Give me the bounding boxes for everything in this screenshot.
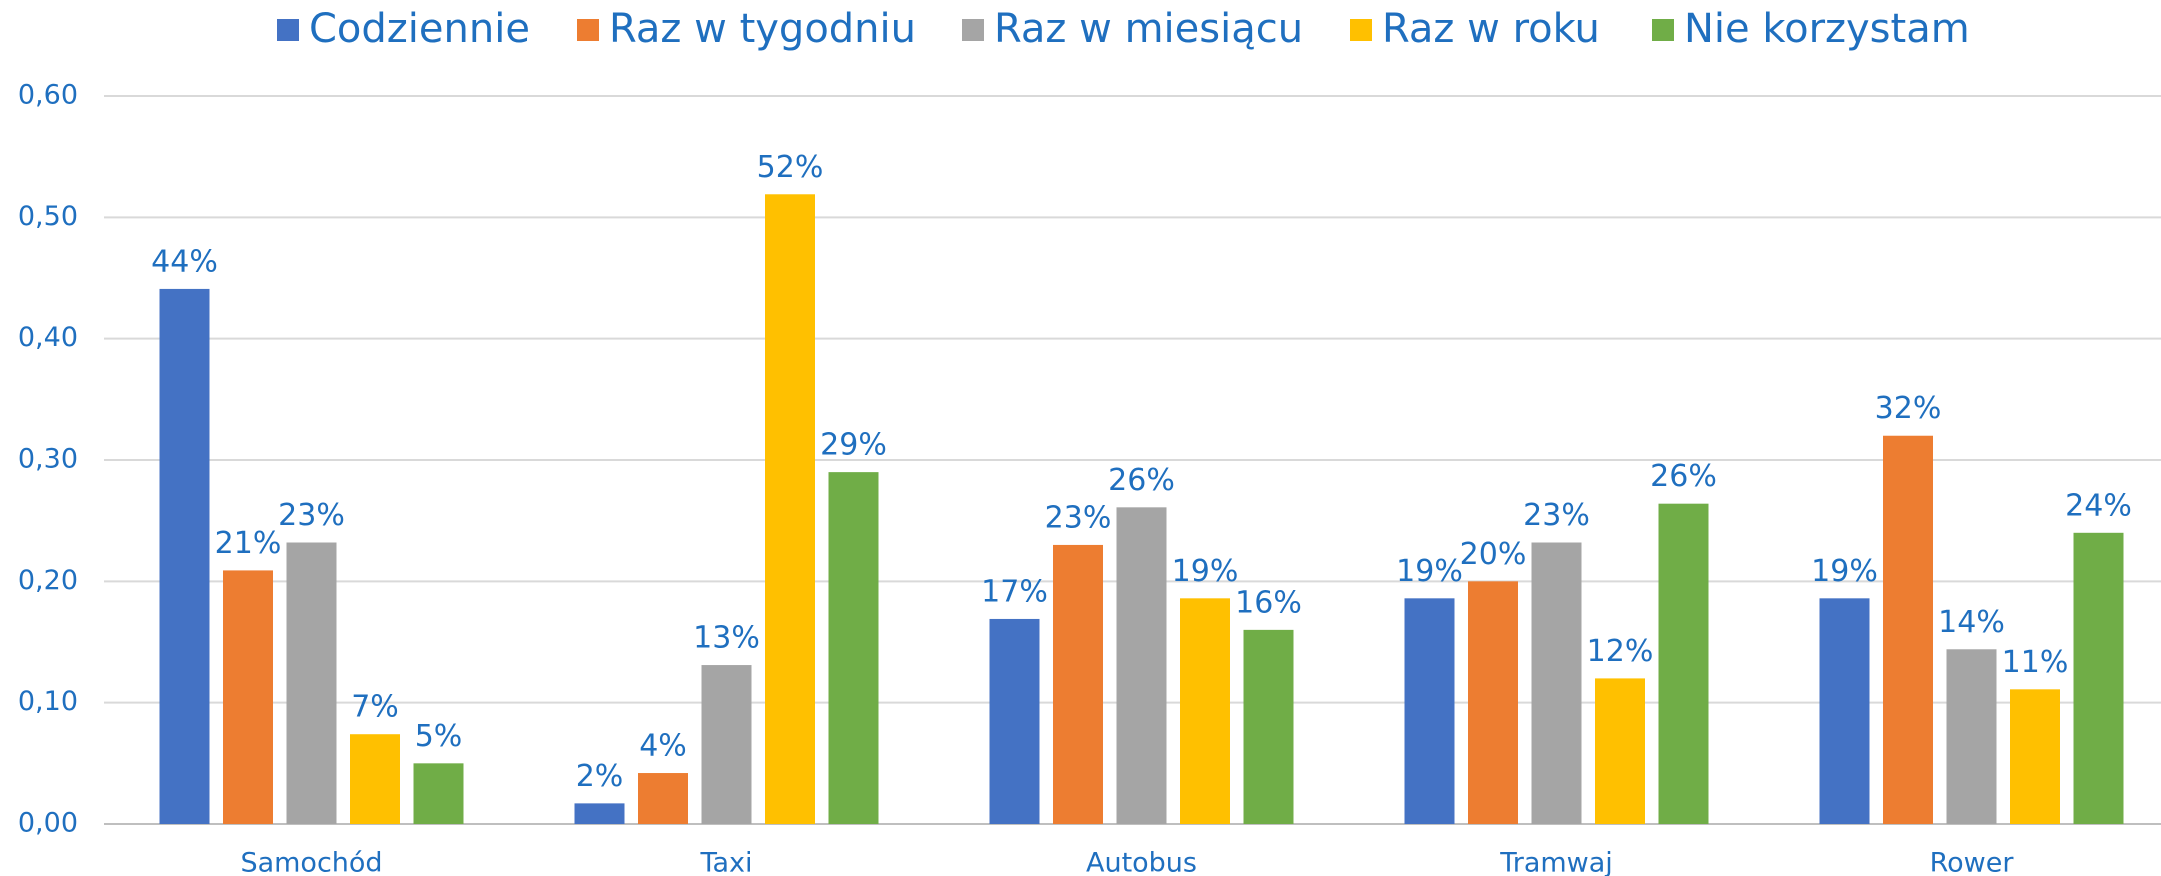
data-label: 29% [820, 428, 887, 463]
data-label: 5% [415, 719, 463, 754]
data-label: 17% [981, 574, 1048, 609]
data-label: 7% [351, 690, 399, 725]
bar [1531, 542, 1582, 824]
y-tick-label: 0,40 [18, 322, 78, 353]
data-label: 14% [1938, 605, 2005, 640]
bar [223, 570, 273, 824]
bar [159, 288, 210, 824]
x-tick-label: Taxi [699, 848, 752, 876]
data-label: 23% [278, 498, 345, 533]
y-tick-label: 0,50 [18, 201, 78, 232]
y-tick-label: 0,30 [18, 444, 78, 475]
y-tick-label: 0,00 [18, 808, 78, 839]
bar [1658, 503, 1709, 824]
data-label: 19% [1811, 554, 1878, 589]
data-label: 4% [639, 729, 687, 764]
bar [1116, 507, 1167, 824]
legend-label: Raz w tygodniu [609, 6, 916, 52]
bar [1404, 598, 1455, 824]
bar [1946, 649, 1997, 824]
bar [413, 763, 464, 824]
data-label: 23% [1045, 500, 1112, 535]
bar [350, 734, 400, 824]
data-label: 21% [215, 526, 282, 561]
data-label: 24% [2065, 488, 2132, 523]
data-label: 12% [1587, 634, 1654, 669]
bar [1243, 629, 1294, 824]
legend-swatch [577, 19, 599, 41]
data-label: 23% [1523, 498, 1590, 533]
bar [989, 618, 1040, 824]
bar [2073, 532, 2124, 824]
legend-swatch [1652, 19, 1674, 41]
data-label: 52% [757, 150, 824, 185]
bar [1053, 544, 1103, 824]
x-tick-label: Autobus [1086, 848, 1197, 876]
data-label: 32% [1875, 391, 1942, 426]
bar [1819, 598, 1870, 824]
data-label: 11% [2002, 645, 2069, 680]
bar [765, 194, 815, 824]
y-tick-label: 0,60 [18, 80, 78, 111]
legend-swatch [1350, 19, 1372, 41]
bar [638, 773, 688, 824]
bar [2010, 689, 2060, 824]
bar [828, 472, 879, 824]
bar [701, 665, 752, 824]
legend-swatch [277, 19, 299, 41]
bar [1180, 598, 1230, 824]
bar [286, 542, 337, 824]
legend-label: Raz w miesiącu [994, 6, 1303, 52]
data-label: 26% [1650, 459, 1717, 494]
x-tick-label: Tramwaj [1499, 848, 1613, 876]
legend-label: Raz w roku [1382, 6, 1600, 52]
data-label: 13% [693, 621, 760, 656]
data-label: 19% [1172, 554, 1239, 589]
x-tick-label: Samochód [240, 848, 382, 876]
bar [1595, 678, 1645, 824]
data-label: 26% [1108, 463, 1175, 498]
legend-swatch [962, 19, 984, 41]
data-label: 19% [1396, 554, 1463, 589]
y-tick-label: 0,10 [18, 686, 78, 717]
data-label: 20% [1460, 537, 1527, 572]
data-label: 2% [576, 759, 624, 794]
data-label: 16% [1235, 585, 1302, 620]
bar [1468, 581, 1518, 824]
legend-label: Codziennie [309, 6, 530, 52]
data-label: 44% [151, 244, 218, 279]
y-tick-label: 0,20 [18, 565, 78, 596]
bar [574, 803, 625, 824]
x-tick-label: Rower [1930, 848, 2015, 876]
legend-label: Nie korzystam [1684, 6, 1970, 52]
bar [1883, 435, 1933, 824]
